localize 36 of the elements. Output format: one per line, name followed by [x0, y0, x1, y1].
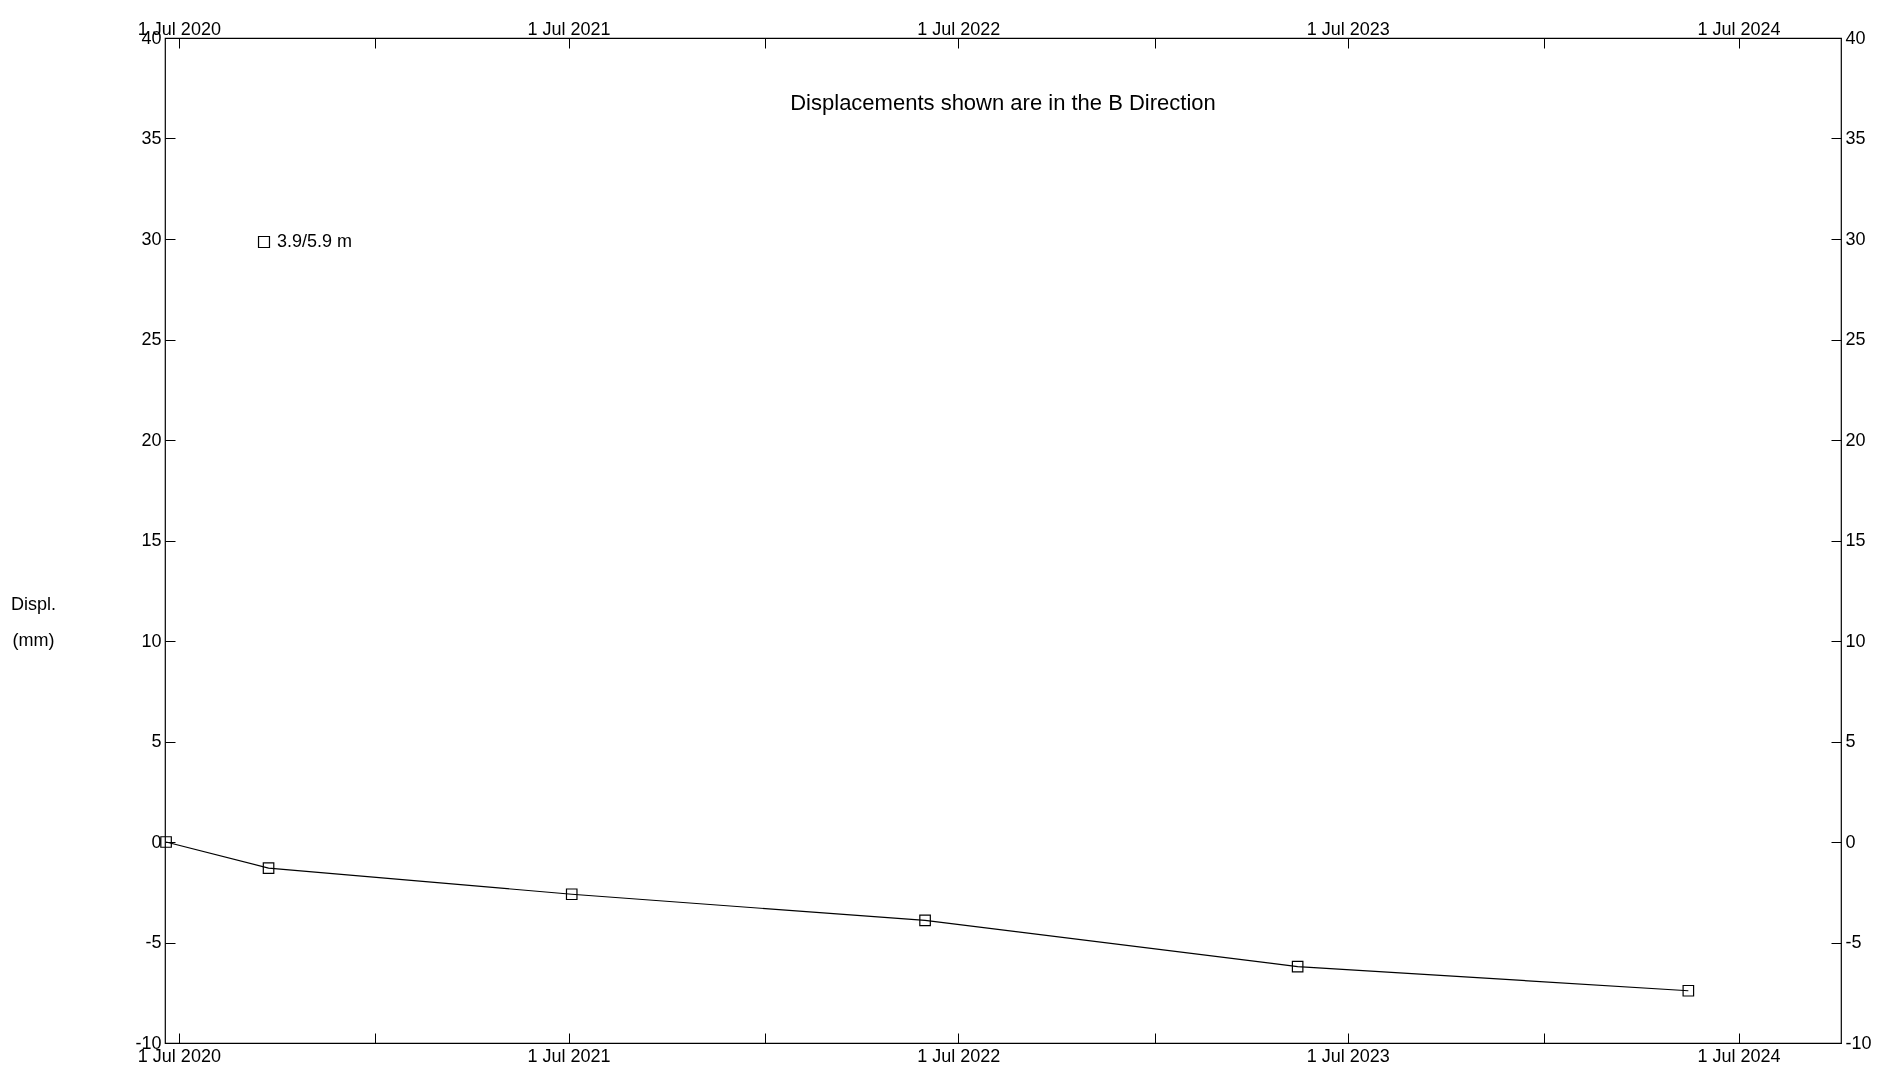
x2-tick-label: 1 Jul 2022 — [917, 1045, 1001, 1066]
point — [1682, 984, 1695, 997]
x-tick-label: 1 Jul 2024 — [1697, 18, 1781, 39]
y2-tick-label: 10 — [1845, 630, 1866, 651]
x-tick-label: 1 Jul 2022 — [917, 18, 1001, 39]
x2-tick-label: 1 Jul 2023 — [1306, 1045, 1390, 1066]
y-tick-label: 35 — [141, 128, 162, 148]
y-tick-label: 25 — [141, 329, 162, 349]
y2-tick-label: 15 — [1845, 530, 1866, 550]
point — [160, 836, 172, 848]
point — [919, 914, 931, 927]
legend-label: 3.9/5.9 m — [277, 231, 353, 251]
y2-tick-label: -10 — [1845, 1032, 1872, 1053]
point — [565, 888, 578, 901]
y2-tick-label: 5 — [1845, 731, 1856, 751]
y-tick-label: 15 — [141, 530, 162, 550]
x-tick-label: 1 Jul 2023 — [1306, 18, 1390, 39]
x2-tick-label: 1 Jul 2024 — [1697, 1045, 1781, 1066]
point — [1291, 960, 1304, 973]
y-tick-label: 20 — [141, 429, 162, 450]
text: Displacements shown are in the B Direction — [790, 90, 1216, 115]
y2-tick-label: 20 — [1845, 429, 1866, 450]
y-tick-label: 5 — [151, 731, 162, 751]
y2-tick-label: 40 — [1845, 27, 1866, 48]
y-tick-label: -5 — [145, 932, 162, 952]
y2-tick-label: 30 — [1845, 228, 1866, 249]
y2-tick-label: 0 — [1845, 831, 1856, 852]
y2-tick-label: -5 — [1845, 932, 1862, 952]
point — [262, 862, 275, 874]
y-tick-label: 30 — [141, 228, 162, 249]
y2-tick-label: 25 — [1845, 329, 1866, 349]
x2-tick-label: 1 Jul 2021 — [527, 1045, 611, 1066]
y-axis-title: Displ. (mm) — [10, 593, 57, 650]
y2-tick-label: 35 — [1845, 128, 1866, 148]
x-tick-label: 1 Jul 2021 — [527, 18, 611, 39]
y-tick-label: 10 — [141, 630, 162, 651]
